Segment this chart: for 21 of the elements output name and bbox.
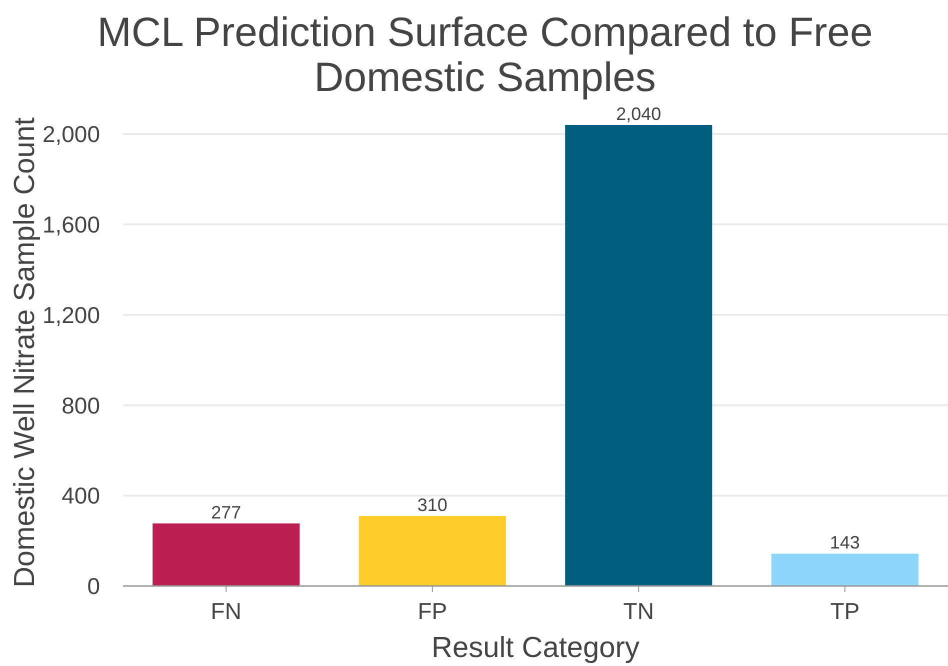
bar	[565, 125, 712, 586]
data-label: 310	[417, 494, 448, 515]
y-tick-label: 2,000	[42, 121, 100, 148]
bar	[152, 523, 300, 586]
x-tick-label: FP	[418, 598, 448, 624]
x-axis-title: Result Category	[432, 632, 640, 664]
y-tick-label: 1,600	[42, 211, 100, 238]
bar	[771, 554, 918, 586]
y-tick-label: 400	[62, 482, 100, 509]
chart-title: MCL Prediction Surface Compared to Free Domestic Samples	[97, 9, 873, 100]
y-tick-label: 1,200	[42, 302, 100, 328]
data-label: 143	[830, 532, 860, 553]
y-tick-label: 0	[87, 573, 100, 600]
x-tick-label: TN	[623, 598, 654, 624]
x-tick-label: FN	[210, 598, 242, 624]
data-label: 2,040	[616, 104, 662, 124]
y-tick-label: 800	[62, 392, 100, 418]
y-axis-title: Domestic Well Nitrate Sample Count	[9, 117, 41, 588]
x-tick-label: TP	[830, 598, 860, 624]
bar	[358, 516, 506, 586]
data-label: 277	[211, 502, 242, 522]
